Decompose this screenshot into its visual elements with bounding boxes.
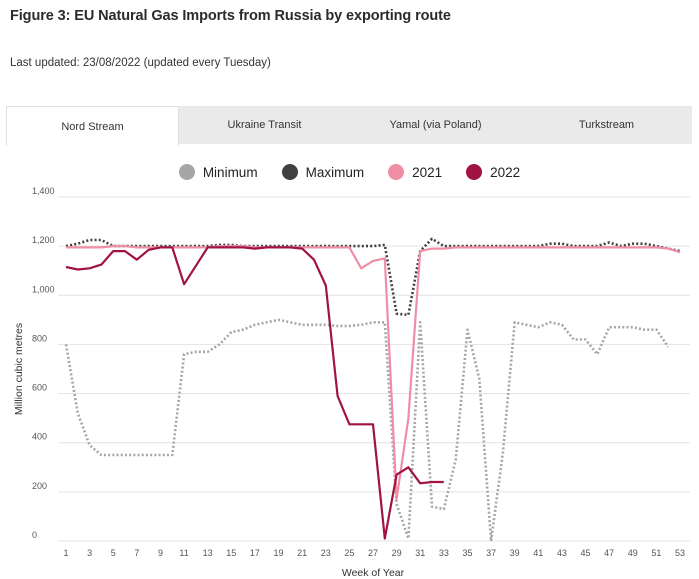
- x-tick-label: 33: [439, 548, 449, 558]
- x-tick-label: 13: [203, 548, 213, 558]
- route-tabs: Nord Stream Ukraine Transit Yamal (via P…: [6, 106, 692, 146]
- legend-item-minimum[interactable]: Minimum: [178, 164, 258, 180]
- legend-item-2021[interactable]: 2021: [388, 164, 442, 180]
- y-tick-label: 1,200: [32, 235, 55, 245]
- legend-label-2021: 2021: [412, 164, 443, 180]
- legend-label-minimum: Minimum: [202, 164, 258, 180]
- x-tick-label: 5: [111, 548, 116, 558]
- legend-label-maximum: Maximum: [305, 164, 365, 180]
- x-tick-label: 9: [158, 548, 163, 558]
- x-tick-label: 51: [651, 548, 661, 558]
- x-tick-label: 15: [226, 548, 236, 558]
- last-updated-note: Last updated: 23/08/2022 (updated every …: [10, 57, 271, 69]
- tab-ukraine-transit[interactable]: Ukraine Transit: [227, 119, 302, 131]
- x-tick-label: 31: [415, 548, 425, 558]
- chart-title: Figure 3: EU Natural Gas Imports from Ru…: [10, 8, 451, 24]
- y-tick-label: 200: [32, 481, 47, 491]
- x-tick-label: 19: [274, 548, 284, 558]
- y-tick-label: 1,000: [32, 284, 55, 294]
- x-tick-label: 47: [604, 548, 614, 558]
- tab-yamal[interactable]: Yamal (via Poland): [389, 119, 482, 131]
- tab-turkstream[interactable]: Turkstream: [578, 119, 635, 131]
- legend-swatch-maximum: [281, 164, 298, 180]
- x-tick-label: 27: [368, 548, 378, 558]
- y-axis-title: Million cubic metres: [13, 323, 25, 415]
- y-tick-label: 1,400: [32, 186, 55, 196]
- x-axis-title: Week of Year: [342, 567, 405, 579]
- legend-swatch-2022: [466, 164, 483, 180]
- series-line-2021: [66, 245, 681, 501]
- x-tick-label: 1: [63, 548, 68, 558]
- x-tick-label: 39: [510, 548, 520, 558]
- legend-item-maximum[interactable]: Maximum: [281, 164, 365, 180]
- legend-label-2022: 2022: [490, 164, 521, 180]
- x-tick-label: 45: [581, 548, 591, 558]
- x-axis-ticks: 1 3 5 7 9 11 13 15 17 19 21 23 25 27 29 31 33 35 37 39 41 43 4…: [63, 548, 685, 558]
- x-tick-label: 11: [179, 548, 188, 558]
- legend-item-2022[interactable]: 2022: [466, 164, 520, 180]
- x-tick-label: 49: [628, 548, 638, 558]
- series-lines: [64, 237, 681, 543]
- x-tick-label: 53: [675, 548, 685, 558]
- y-axis-ticks: 0 200 400 600 800 1,000 1,200 1,400: [32, 186, 55, 540]
- series-line-2022: [65, 246, 444, 540]
- tab-nord-stream[interactable]: Nord Stream: [6, 106, 179, 146]
- x-tick-label: 35: [462, 548, 472, 558]
- x-tick-label: 7: [134, 548, 139, 558]
- chart-legend: Minimum Maximum 2021 2022: [0, 164, 699, 180]
- y-tick-label: 0: [32, 530, 37, 540]
- legend-swatch-minimum: [178, 164, 195, 180]
- legend-swatch-2021: [388, 164, 405, 180]
- y-tick-label: 600: [32, 383, 47, 393]
- x-tick-label: 37: [486, 548, 496, 558]
- x-tick-label: 21: [297, 548, 307, 558]
- x-tick-label: 41: [533, 548, 543, 558]
- x-tick-label: 3: [87, 548, 92, 558]
- y-tick-label: 400: [32, 432, 47, 442]
- y-tick-label: 800: [32, 333, 47, 343]
- x-tick-label: 23: [321, 548, 331, 558]
- x-tick-label: 25: [344, 548, 354, 558]
- x-tick-label: 43: [557, 548, 567, 558]
- x-tick-label: 29: [392, 548, 402, 558]
- series-line-maximum: [65, 237, 681, 317]
- series-line-minimum: [64, 318, 670, 543]
- x-tick-label: 17: [250, 548, 260, 558]
